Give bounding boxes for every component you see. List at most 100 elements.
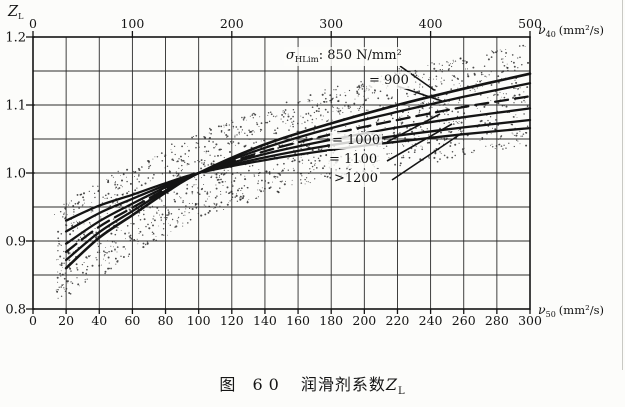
stipple-dot bbox=[321, 93, 324, 96]
stipple-dot bbox=[491, 50, 494, 53]
stipple-dot bbox=[160, 216, 162, 219]
stipple-dot bbox=[156, 211, 158, 213]
stipple-dot bbox=[304, 127, 307, 129]
stipple-dot bbox=[82, 192, 86, 195]
stipple-dot bbox=[185, 205, 187, 207]
stipple-dot bbox=[76, 193, 79, 196]
stipple-dot bbox=[104, 251, 106, 254]
stipple-dot bbox=[258, 174, 260, 177]
stipple-dot bbox=[446, 61, 448, 63]
stipple-dot bbox=[401, 156, 403, 159]
stipple-dot bbox=[138, 175, 140, 177]
stipple-dot bbox=[76, 227, 79, 229]
stipple-dot bbox=[223, 157, 225, 159]
stipple-dot bbox=[479, 139, 481, 141]
stipple-dot bbox=[59, 264, 61, 266]
stipple-dot bbox=[441, 71, 443, 73]
stipple-dot bbox=[161, 159, 164, 162]
stipple-dot bbox=[444, 113, 446, 115]
stipple-dot bbox=[412, 120, 415, 123]
stipple-dot bbox=[78, 207, 80, 209]
stipple-dot bbox=[402, 156, 405, 159]
stipple-dot bbox=[214, 196, 217, 199]
stipple-dot bbox=[359, 106, 362, 108]
stipple-dot bbox=[503, 64, 506, 67]
stipple-dot bbox=[440, 81, 442, 83]
stipple-dot bbox=[120, 179, 124, 182]
stipple-dot bbox=[445, 107, 447, 109]
stipple-dot bbox=[421, 77, 423, 79]
stipple-dot bbox=[283, 168, 285, 170]
stipple-dot bbox=[399, 122, 401, 124]
stipple-dot bbox=[433, 63, 436, 65]
stipple-dot bbox=[256, 122, 258, 124]
stipple-dot bbox=[428, 107, 431, 109]
stipple-dot bbox=[276, 115, 278, 117]
stipple-dot bbox=[292, 108, 295, 111]
stipple-dot bbox=[513, 94, 516, 97]
stipple-dot bbox=[116, 246, 119, 248]
stipple-dot bbox=[421, 148, 424, 151]
stipple-dot bbox=[499, 98, 501, 100]
stipple-dot bbox=[114, 194, 116, 196]
stipple-dot bbox=[115, 229, 118, 231]
stipple-dot bbox=[304, 121, 306, 123]
stipple-dot bbox=[138, 228, 140, 230]
stipple-dot bbox=[314, 163, 316, 165]
stipple-dot bbox=[284, 113, 287, 115]
stipple-dot bbox=[446, 111, 448, 113]
stipple-dot bbox=[439, 68, 441, 71]
stipple-dot bbox=[234, 134, 236, 136]
stipple-dot bbox=[418, 111, 421, 113]
stipple-dot bbox=[225, 191, 227, 193]
stipple-dot bbox=[184, 161, 186, 163]
stipple-dot bbox=[476, 107, 478, 109]
stipple-dot bbox=[490, 56, 493, 58]
stipple-dot bbox=[496, 94, 499, 96]
stipple-dot bbox=[331, 105, 334, 107]
curve-hlim850nmm bbox=[64, 72, 532, 270]
stipple-dot bbox=[208, 195, 210, 197]
stipple-dot bbox=[100, 216, 102, 218]
stipple-dot bbox=[77, 238, 80, 241]
stipple-dot bbox=[70, 200, 72, 202]
figure-symbol-sub: L bbox=[397, 386, 406, 398]
stipple-dot bbox=[178, 208, 180, 211]
stipple-dot bbox=[217, 125, 220, 128]
stipple-dot bbox=[274, 177, 276, 179]
stipple-dot bbox=[519, 143, 521, 145]
stipple-dot bbox=[415, 145, 417, 147]
stipple-dot bbox=[184, 211, 186, 213]
stipple-dot bbox=[300, 182, 303, 184]
stipple-dot bbox=[246, 134, 249, 137]
stipple-dot bbox=[168, 211, 170, 213]
stipple-dot bbox=[446, 107, 448, 110]
stipple-dot bbox=[400, 69, 402, 71]
stipple-dot bbox=[309, 101, 311, 103]
stipple-dot bbox=[262, 190, 264, 192]
stipple-dot bbox=[63, 262, 65, 264]
stipple-dot bbox=[212, 160, 215, 163]
stipple-dot bbox=[83, 261, 85, 264]
stipple-dot bbox=[111, 174, 113, 177]
stipple-dot bbox=[227, 170, 229, 171]
stipple-dot bbox=[102, 196, 104, 198]
stipple-dot bbox=[430, 115, 433, 118]
bottom-axis-title: ν50 (mm²/s) bbox=[538, 302, 604, 319]
stipple-dot bbox=[442, 69, 443, 70]
stipple-dot bbox=[391, 152, 393, 154]
stipple-dot bbox=[273, 132, 275, 135]
stipple-dot bbox=[156, 156, 159, 158]
stipple-dot bbox=[414, 93, 417, 96]
stipple-dot bbox=[213, 208, 215, 209]
stipple-dot bbox=[78, 203, 79, 205]
stipple-dot bbox=[90, 211, 92, 213]
stipple-dot bbox=[84, 279, 86, 281]
stipple-dot bbox=[320, 148, 323, 151]
tick-label-bottom: 240 bbox=[419, 313, 443, 328]
stipple-dot bbox=[56, 276, 59, 279]
stipple-dot bbox=[289, 118, 291, 120]
stipple-dot bbox=[305, 177, 308, 179]
stipple-dot bbox=[428, 157, 430, 159]
stipple-dot bbox=[115, 188, 116, 190]
